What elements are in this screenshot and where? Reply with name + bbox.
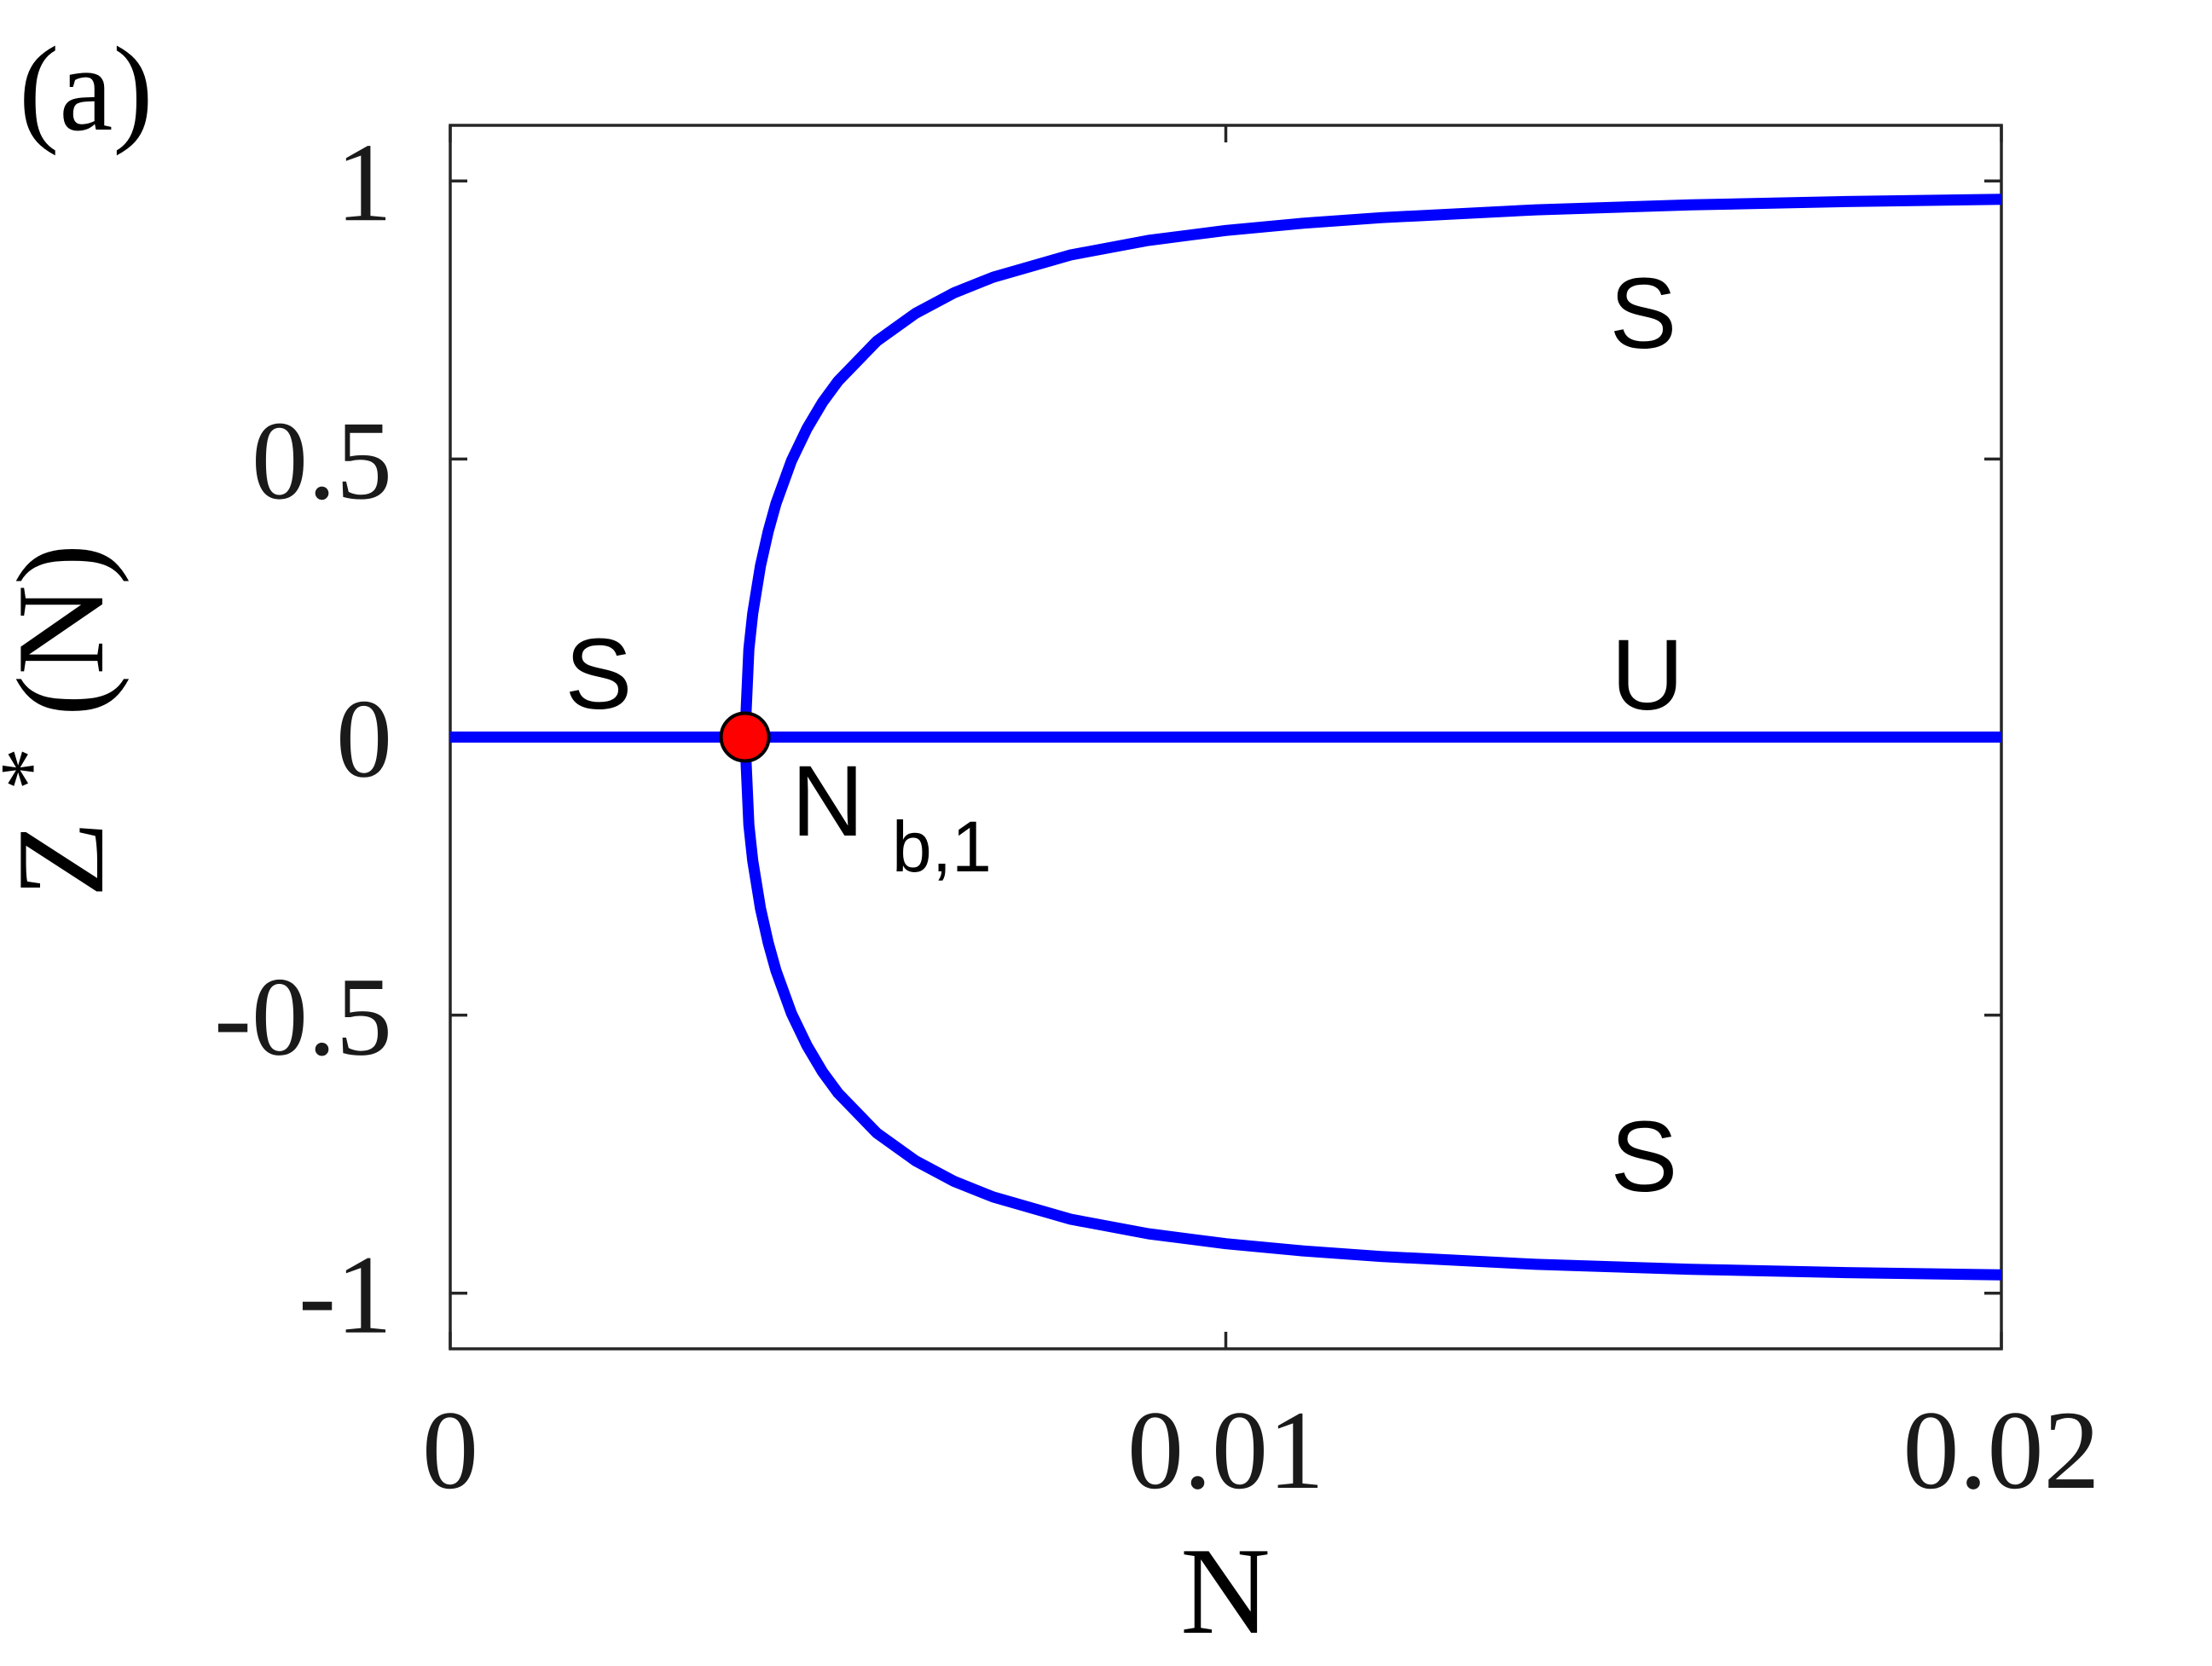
bifurcation-point-label: N b,1 xyxy=(791,745,992,887)
bifurcation-point-label-main: N xyxy=(791,745,864,858)
y-axis-label-sup: * xyxy=(0,748,77,790)
upper-branch-curve xyxy=(739,194,2002,738)
x-axis-label: N xyxy=(1180,1522,1270,1660)
lower-branch-curve xyxy=(739,737,2002,1281)
stability-label-middle-u: U xyxy=(1611,619,1683,732)
bifurcation-marker xyxy=(719,711,771,763)
stability-label-left-s: S xyxy=(565,618,633,731)
bifurcation-point-label-sub: b,1 xyxy=(892,807,992,887)
x-tick-label: 0 xyxy=(422,1387,478,1513)
y-tick-label: 1 xyxy=(336,119,392,245)
y-tick-label: -0.5 xyxy=(214,954,392,1079)
bifurcation-point xyxy=(719,711,771,763)
curves xyxy=(450,194,2002,1281)
stability-label-lower-s: S xyxy=(1611,1101,1678,1213)
tick-labels: 0 0.01 0.02 -1 -0.5 0 0.5 1 xyxy=(214,119,2099,1513)
y-axis-label-base: Z xyxy=(0,821,130,897)
y-axis-label-rest: (N) xyxy=(0,544,130,717)
y-tick-label: 0 xyxy=(336,676,392,801)
x-tick-label: 0.02 xyxy=(1903,1387,2100,1513)
y-tick-label: 0.5 xyxy=(252,397,392,523)
stability-label-upper-s: S xyxy=(1610,257,1677,370)
y-tick-label: -1 xyxy=(298,1232,392,1357)
y-axis-label: Z * (N) xyxy=(0,544,130,898)
panel-label: (a) xyxy=(19,21,153,156)
x-tick-label: 0.01 xyxy=(1127,1387,1324,1513)
